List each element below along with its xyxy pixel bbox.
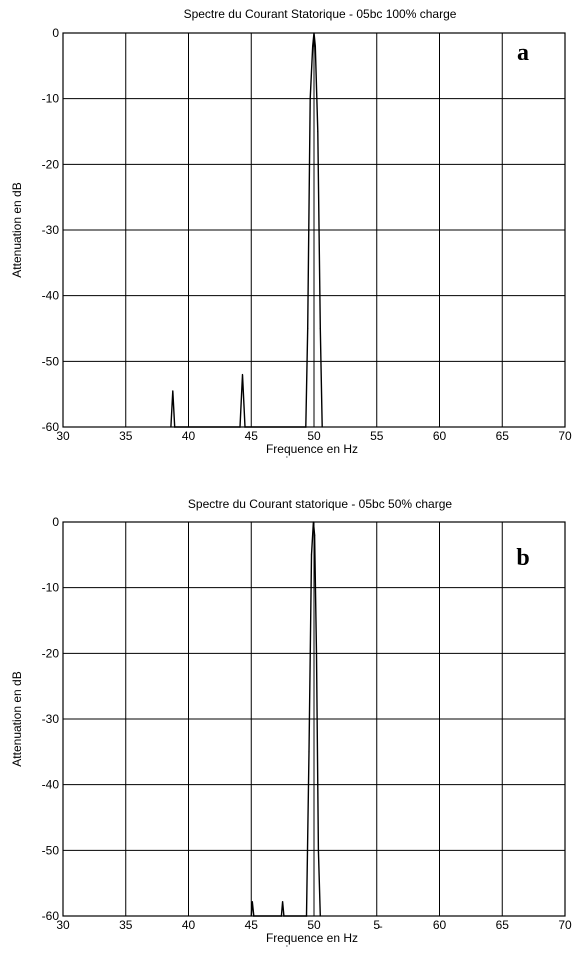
y-tick-label: -10: [42, 581, 60, 595]
x-tick-label: 55: [370, 429, 384, 443]
x-tick-label: 45: [245, 429, 259, 443]
y-tick-label: -60: [42, 909, 60, 923]
spectrum-line: [250, 521, 321, 917]
y-axis-label: Attenuation en dB: [10, 671, 24, 766]
data-point: [315, 652, 318, 654]
y-tick-label: -50: [42, 354, 60, 368]
panel-label: b: [516, 545, 529, 571]
chart-a: Spectre du Courant Statorique - 05bc 100…: [10, 7, 572, 458]
data-point: [313, 32, 315, 34]
data-point: [314, 45, 316, 47]
data-point: [244, 426, 246, 428]
y-tick-label: -40: [42, 289, 60, 303]
data-point: [317, 130, 319, 133]
data-point: [305, 426, 307, 428]
data-point: [251, 900, 253, 903]
data-point: [307, 327, 309, 330]
y-tick-label: -50: [42, 843, 60, 857]
y-axis-label: Attenuation en dB: [10, 182, 24, 277]
y-tick-label: 0: [52, 26, 59, 40]
y-tick-label: 0: [52, 515, 59, 529]
data-point: [321, 426, 323, 428]
chart-b: Spectre du Courant statorique - 05bc 50%…: [10, 497, 572, 947]
data-point: [241, 373, 244, 376]
data-point: [317, 849, 319, 851]
data-point: [282, 900, 284, 903]
data-point: [170, 426, 172, 428]
y-tick-label: -30: [42, 223, 60, 237]
x-tick-label: 60: [433, 429, 447, 443]
x-axis-label: Freq̣uence en Hz: [266, 931, 358, 947]
x-tick-label: 60: [433, 918, 447, 932]
data-point: [305, 915, 308, 917]
data-point: [308, 751, 310, 753]
data-point: [319, 915, 321, 917]
data-point: [172, 390, 174, 392]
y-tick-label: -20: [42, 157, 60, 171]
data-point: [312, 45, 314, 47]
x-tick-label: 70: [558, 429, 572, 443]
y-tick-label: -60: [42, 420, 60, 434]
x-tick-label: 65: [496, 918, 510, 932]
x-tick-label: 70: [558, 918, 572, 932]
y-tick-label: -30: [42, 712, 60, 726]
x-tick-label: 40: [182, 918, 196, 932]
x-tick-label: 35: [119, 429, 133, 443]
data-point: [314, 534, 316, 536]
data-point: [239, 426, 241, 428]
x-tick-label: 30: [56, 918, 70, 932]
data-point: [174, 426, 176, 428]
x-tick-label: 65: [496, 429, 510, 443]
data-point: [253, 915, 255, 917]
data-point: [283, 915, 285, 917]
chart-title: Spectre du Courant Statorique - 05bc 100…: [184, 7, 457, 21]
panel-label: a: [517, 40, 529, 66]
x-tick-label: 45: [245, 918, 259, 932]
data-point: [312, 521, 314, 523]
y-tick-label: -10: [42, 92, 60, 106]
data-point: [310, 554, 313, 556]
y-tick-label: -20: [42, 646, 60, 660]
x-tick-label: 35: [119, 918, 133, 932]
x-tick-label: 50: [307, 918, 321, 932]
data-point: [250, 915, 252, 917]
chart-title: Spectre du Courant statorique - 05bc 50%…: [188, 497, 452, 511]
data-point: [280, 915, 282, 917]
x-tick-label: 40: [182, 429, 196, 443]
x-tick-label: 5̵: [373, 918, 383, 932]
x-tick-label: 30: [56, 429, 70, 443]
data-point: [309, 98, 311, 100]
y-tick-label: -40: [42, 778, 60, 792]
data-point: [319, 327, 321, 330]
x-tick-label: 50: [307, 429, 321, 443]
x-axis-label: Freq̣uence en Hz: [266, 442, 358, 458]
